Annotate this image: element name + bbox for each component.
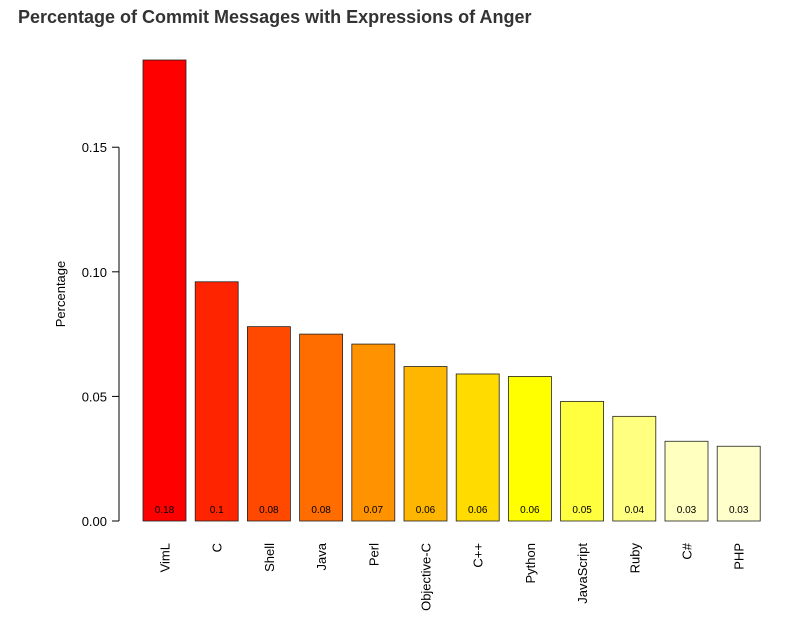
- data-label: 0.07: [364, 505, 384, 516]
- data-label: 0.05: [572, 505, 592, 516]
- x-tick-label: C#: [680, 542, 695, 559]
- bar: [455, 373, 500, 522]
- x-tick-label: Perl: [366, 543, 381, 566]
- bar: [612, 415, 657, 522]
- x-tick-label: Java: [314, 542, 329, 570]
- x-tick-label: C++: [471, 543, 486, 568]
- data-label: 0.06: [416, 505, 436, 516]
- x-tick-label: Objective-C: [419, 543, 434, 611]
- y-tick-label: 0.10: [82, 265, 107, 280]
- x-tick-label: Ruby: [627, 543, 642, 574]
- bar: [142, 59, 187, 522]
- x-tick-label: Shell: [262, 543, 277, 572]
- y-tick-label: 0.00: [82, 514, 107, 529]
- data-label: 0.03: [729, 505, 749, 516]
- bar: [194, 281, 239, 522]
- x-tick-label: JavaScript: [575, 543, 590, 604]
- bar: [664, 440, 709, 522]
- x-tick-labels: VimL C Shell Java Perl Objective-C C++ Python Ja…: [158, 542, 747, 611]
- data-label: 0.06: [520, 505, 540, 516]
- data-label: 0.08: [259, 505, 279, 516]
- y-axis: 0.00 0.05 0.10 0.15: [82, 140, 120, 529]
- data-label: 0.04: [625, 505, 645, 516]
- x-tick-label: Python: [523, 543, 538, 583]
- data-label: 0.18: [155, 505, 175, 516]
- y-tick-label: 0.05: [82, 389, 107, 404]
- bar: [560, 400, 604, 522]
- x-tick-label: VimL: [158, 543, 173, 572]
- data-label: 0.08: [311, 505, 331, 516]
- data-label: 0.03: [677, 505, 697, 516]
- data-label: 0.1: [210, 505, 224, 516]
- x-tick-label: C: [210, 543, 225, 552]
- data-label: 0.06: [468, 505, 488, 516]
- bar: [716, 445, 761, 522]
- chart-title: Percentage of Commit Messages with Expre…: [18, 7, 532, 27]
- bars: [142, 59, 761, 522]
- y-tick-label: 0.15: [82, 140, 107, 155]
- bar: [299, 333, 344, 522]
- bar: [403, 366, 448, 522]
- bar: [507, 376, 552, 522]
- y-axis-label: Percentage: [53, 261, 68, 328]
- bar: [351, 343, 396, 522]
- x-tick-label: PHP: [732, 543, 747, 570]
- data-labels: 0.18 0.1 0.08 0.08 0.07 0.06 0.06 0.06 0.05 0.04 0…: [155, 505, 749, 516]
- bar: [246, 326, 291, 522]
